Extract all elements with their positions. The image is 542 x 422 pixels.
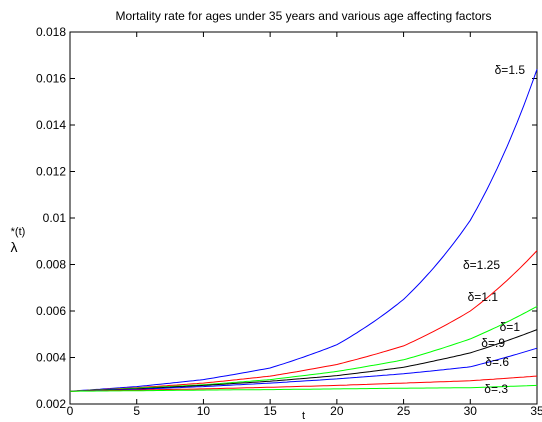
x-axis-label: t [302,410,305,422]
series-line [69,305,538,392]
series-line [69,347,538,392]
series-label: δ=1 [500,320,521,334]
series-labels: δ=1.5 δ=1.25 δ=1.1 δ=1 δ=.9 δ=.6 δ=.3 [463,63,525,396]
series-line [69,329,538,392]
series-label: δ=1.1 [468,290,499,304]
series-line [70,375,538,392]
series-lines [69,69,538,392]
x-tick-label: 30 [464,404,478,418]
y-tick-label: 0.014 [36,118,66,132]
x-tick-label: 0 [67,404,74,418]
plot-frame [69,31,538,405]
series-label: δ=1.25 [463,258,500,272]
series-line [69,69,538,392]
x-tick-label: 25 [397,404,411,418]
y-tick-label: 0.01 [43,211,67,225]
y-tick-label: 0.006 [36,304,66,318]
series-line [69,250,538,392]
y-tick-label: 0.016 [36,72,66,86]
series-label: δ=.3 [484,382,508,396]
series-label: δ=1.5 [495,63,526,77]
x-tick-label: 35 [530,404,542,418]
x-tick-label: 10 [197,404,211,418]
y-tick-label: 0.002 [36,397,66,411]
x-tick-label: 5 [133,404,140,418]
x-tick-label: 15 [263,404,277,418]
series-label: δ=.6 [485,355,509,369]
y-axis-label-symbol: λ [11,239,18,255]
series-label: δ=.9 [481,336,505,350]
y-tick-label: 0.012 [36,165,66,179]
axis-ticks: 0 5 10 15 20 25 30 35 0.002 0.004 0.006 0.008 0.01 0.… [36,25,542,418]
y-tick-label: 0.018 [36,25,66,39]
series-line [70,384,538,392]
y-axis-label-superscript: *(t) [11,226,26,238]
x-tick-label: 20 [330,404,344,418]
chart-title: Mortality rate for ages under 35 years a… [116,9,492,23]
y-tick-label: 0.008 [36,258,66,272]
y-tick-label: 0.004 [36,351,66,365]
